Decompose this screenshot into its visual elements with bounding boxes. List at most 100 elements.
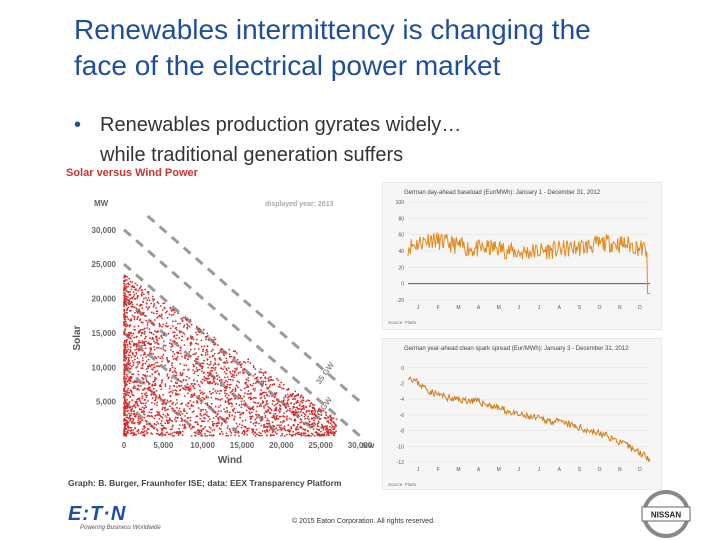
scatter-point [125, 428, 128, 430]
scatter-point [297, 423, 299, 426]
scatter-point [210, 406, 212, 409]
scatter-point [129, 350, 132, 353]
scatter-point [167, 401, 169, 403]
scatter-point [129, 364, 132, 367]
scatter-point [297, 414, 300, 416]
scatter-point [183, 427, 186, 430]
scatter-point [157, 432, 159, 435]
scatter-point [141, 402, 143, 405]
scatter-point [162, 348, 165, 350]
scatter-point [189, 344, 192, 347]
scatter-point [171, 392, 174, 394]
scatter-point [135, 402, 138, 404]
scatter-point [136, 404, 139, 407]
nissan-logo: NISSAN [641, 490, 691, 538]
scatter-point [165, 322, 168, 325]
x-tick-label: O [598, 305, 602, 311]
scatter-point [317, 420, 320, 423]
scatter-point [273, 417, 276, 420]
scatter-point [224, 411, 227, 413]
scatter-point [197, 384, 200, 386]
scatter-point [238, 397, 241, 399]
scatter-point [223, 420, 226, 423]
scatter-point [161, 424, 164, 427]
y-tick-label: 80 [398, 216, 404, 222]
scatter-point [285, 417, 288, 420]
scatter-point [130, 421, 133, 424]
scatter-point [176, 382, 179, 385]
scatter-point [216, 378, 219, 381]
scatter-point [335, 418, 338, 421]
scatter-point [246, 433, 249, 436]
scatter-point [147, 293, 150, 295]
scatter-point [286, 393, 289, 396]
scatter-point [210, 367, 213, 369]
scatter-point [326, 425, 328, 427]
scatter-point [210, 396, 213, 399]
scatter-point [297, 411, 300, 413]
scatter-point [254, 424, 257, 427]
scatter-point [214, 363, 217, 366]
scatter-point [314, 415, 317, 417]
scatter-point [305, 411, 308, 413]
scatter-point [187, 416, 190, 419]
scatter-point [260, 405, 263, 407]
scatter-point [187, 355, 190, 358]
scatter-point [133, 306, 136, 309]
scatter-point [137, 432, 140, 435]
scatter-point [199, 389, 201, 392]
scatter-point [279, 408, 282, 411]
scatter-point [264, 371, 267, 374]
scatter-point [137, 316, 139, 318]
scatter-y-tick: 25,000 [92, 260, 117, 269]
scatter-point [272, 379, 274, 382]
scatter-point [206, 377, 209, 380]
scatter-point [130, 432, 133, 435]
scatter-point [171, 426, 174, 428]
scatter-point [159, 433, 162, 436]
scatter-point [249, 412, 252, 415]
scatter-point [169, 339, 172, 341]
scatter-point [285, 433, 288, 436]
scatter-point [289, 433, 291, 436]
scatter-point [263, 412, 266, 415]
scatter-point [299, 426, 301, 429]
scatter-point [124, 406, 127, 409]
scatter-point [310, 410, 313, 412]
scatter-point [138, 339, 140, 342]
scatter-point [146, 387, 149, 390]
scatter-point [140, 285, 142, 287]
scatter-point [238, 404, 241, 407]
scatter-point [211, 369, 214, 372]
scatter-point [226, 427, 229, 429]
scatter-point [164, 406, 166, 409]
scatter-point [182, 332, 184, 334]
scatter-point [229, 411, 231, 414]
scatter-point [123, 320, 126, 323]
scatter-point [288, 429, 291, 432]
scatter-point [141, 313, 144, 316]
scatter-point [213, 376, 215, 378]
scatter-point [141, 377, 144, 380]
scatter-point [153, 348, 156, 351]
scatter-point [211, 408, 214, 411]
scatter-point [309, 413, 311, 415]
scatter-point [168, 376, 170, 379]
scatter-point [160, 388, 163, 391]
scatter-point [200, 339, 203, 342]
scatter-point [133, 325, 136, 328]
scatter-point [213, 377, 216, 380]
scatter-point [240, 400, 243, 403]
scatter-point [259, 403, 262, 405]
scatter-point [189, 400, 192, 402]
scatter-point [210, 339, 213, 341]
scatter-point [317, 422, 320, 424]
scatter-point [181, 424, 184, 427]
scatter-point [137, 373, 140, 376]
scatter-point [151, 298, 154, 300]
scatter-point [300, 432, 303, 435]
scatter-point [148, 364, 150, 366]
scatter-point [175, 392, 177, 395]
scatter-point [123, 423, 126, 426]
scatter-point [192, 401, 195, 404]
